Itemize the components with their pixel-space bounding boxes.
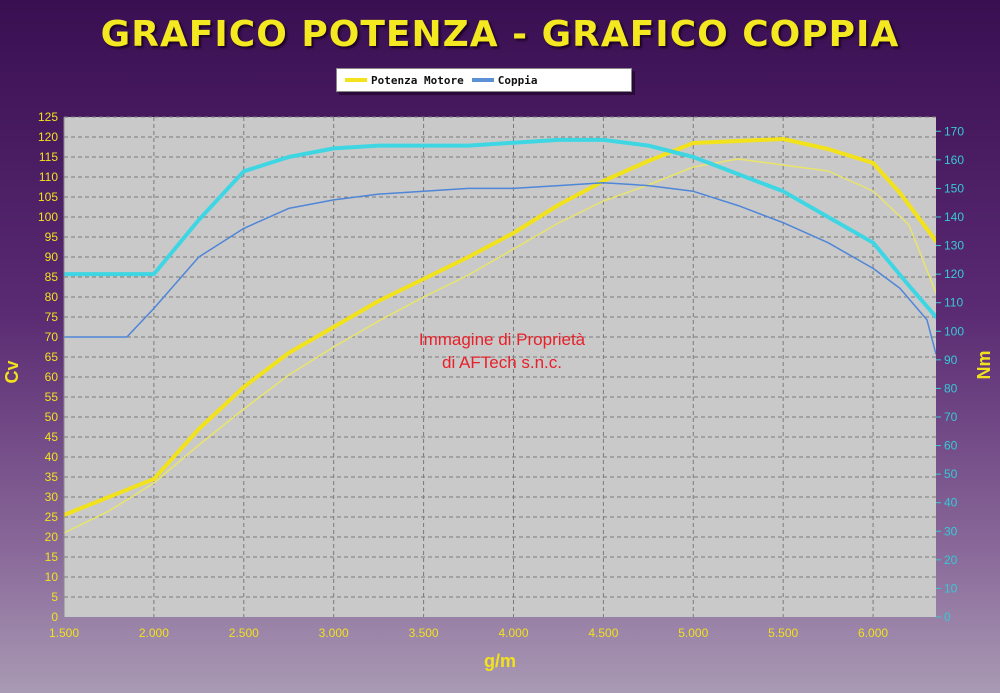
y-right-tick-label: 100 bbox=[944, 324, 964, 338]
y-left-tick-label: 120 bbox=[38, 130, 58, 144]
y-right-tick-label: 70 bbox=[944, 410, 958, 424]
y-left-tick-label: 55 bbox=[45, 390, 59, 404]
x-tick-label: 3.000 bbox=[319, 626, 349, 640]
right-axis-ticks: 0 10 20 30 40 50 60 70 80 90 100 110 120 130 140 150 160… bbox=[936, 124, 964, 624]
x-tick-label: 1.500 bbox=[49, 626, 79, 640]
y-right-tick-label: 140 bbox=[944, 210, 964, 224]
torque-series-line bbox=[64, 137, 936, 319]
watermark-line-2: di AFTech s.n.c. bbox=[442, 353, 562, 372]
y-right-tick-label: 120 bbox=[944, 267, 964, 281]
y-right-tick-label: 20 bbox=[944, 553, 958, 567]
x-tick-label: 6.000 bbox=[858, 626, 888, 640]
y-left-tick-label: 20 bbox=[45, 530, 59, 544]
watermark-line-1: Immagine di Proprietà bbox=[419, 330, 586, 349]
y-left-tick-label: 10 bbox=[45, 570, 59, 584]
y-left-tick-label: 115 bbox=[39, 150, 58, 164]
y-left-tick-label: 110 bbox=[39, 170, 58, 184]
y-left-tick-label: 30 bbox=[45, 490, 59, 504]
series-group bbox=[64, 137, 936, 534]
legend-item-power: Potenza Motore bbox=[345, 74, 464, 87]
y-left-tick-label: 35 bbox=[45, 470, 59, 484]
y-left-tick-label: 95 bbox=[45, 230, 59, 244]
legend-label-power: Potenza Motore bbox=[371, 73, 464, 87]
y-axis-right-label: Nm bbox=[974, 350, 994, 379]
y-right-tick-label: 50 bbox=[944, 467, 958, 481]
y-left-tick-label: 45 bbox=[45, 430, 59, 444]
y-right-tick-label: 40 bbox=[944, 496, 958, 510]
y-left-tick-label: 105 bbox=[38, 190, 58, 204]
x-tick-label: 5.500 bbox=[768, 626, 798, 640]
y-left-tick-label: 90 bbox=[45, 250, 59, 264]
legend-item-torque: Coppia bbox=[471, 73, 538, 87]
left-axis-ticks: 0 5 10 15 20 25 30 35 40 45 50 55 60 65 70 75 80 85 90 95 10… bbox=[38, 110, 65, 624]
y-right-tick-label: 0 bbox=[944, 610, 951, 624]
y-right-tick-label: 110 bbox=[944, 296, 963, 310]
y-right-tick-label: 160 bbox=[944, 153, 964, 167]
y-left-tick-label: 125 bbox=[38, 110, 58, 124]
chart-legend: Potenza Motore Coppia bbox=[336, 68, 632, 92]
x-tick-label: 4.500 bbox=[588, 626, 618, 640]
y-left-tick-label: 50 bbox=[45, 410, 59, 424]
x-tick-label: 2.000 bbox=[139, 626, 169, 640]
x-tick-label: 2.500 bbox=[229, 626, 259, 640]
y-left-tick-label: 15 bbox=[45, 550, 59, 564]
legend-label-torque: Coppia bbox=[497, 73, 538, 87]
chart-title: GRAFICO POTENZA - GRAFICO COPPIA bbox=[100, 14, 900, 55]
y-left-tick-label: 70 bbox=[45, 330, 59, 344]
y-right-tick-label: 150 bbox=[944, 181, 964, 195]
y-right-tick-label: 60 bbox=[944, 439, 958, 453]
y-left-tick-label: 40 bbox=[45, 450, 59, 464]
y-left-tick-label: 65 bbox=[45, 350, 59, 364]
y-right-tick-label: 130 bbox=[944, 239, 964, 253]
x-tick-label: 5.000 bbox=[678, 626, 708, 640]
y-right-tick-label: 80 bbox=[944, 381, 958, 395]
y-left-tick-label: 85 bbox=[45, 270, 59, 284]
x-tick-label: 4.000 bbox=[498, 626, 528, 640]
y-right-tick-label: 170 bbox=[944, 124, 964, 138]
y-left-tick-label: 0 bbox=[51, 610, 58, 624]
y-left-tick-label: 100 bbox=[38, 210, 58, 224]
power-thin-series-line bbox=[64, 158, 936, 534]
x-axis-label: g/m bbox=[484, 651, 516, 671]
y-left-tick-label: 80 bbox=[45, 290, 59, 304]
y-left-tick-label: 25 bbox=[45, 510, 59, 524]
y-right-tick-label: 30 bbox=[944, 524, 958, 538]
legend-swatch-power bbox=[345, 78, 367, 82]
power-series-line bbox=[64, 137, 936, 517]
x-axis-ticks: 1.500 2.000 2.500 3.000 3.500 4.000 4.500 5.000… bbox=[49, 626, 888, 640]
y-left-tick-label: 75 bbox=[45, 310, 59, 324]
x-tick-label: 3.500 bbox=[409, 626, 439, 640]
y-right-tick-label: 90 bbox=[944, 353, 958, 367]
y-axis-left-label: Cv bbox=[2, 360, 22, 383]
legend-swatch-torque bbox=[471, 78, 494, 82]
y-right-tick-label: 10 bbox=[944, 581, 958, 595]
torque-thin-series-line bbox=[64, 181, 936, 355]
plot-area bbox=[64, 117, 936, 617]
y-left-tick-label: 60 bbox=[45, 370, 59, 384]
y-left-tick-label: 5 bbox=[51, 590, 58, 604]
